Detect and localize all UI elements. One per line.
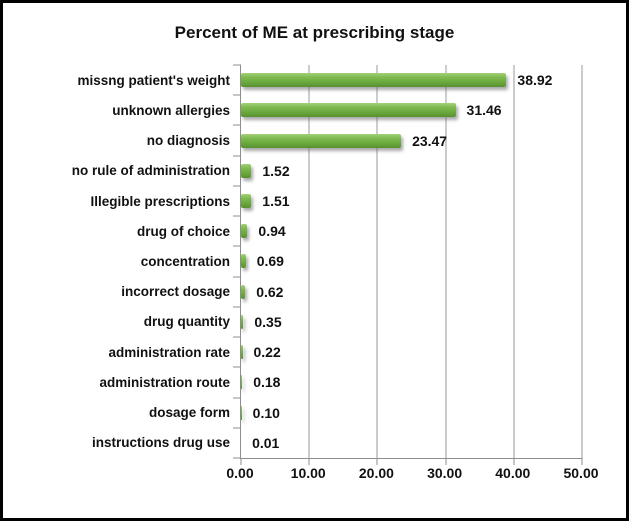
bar-row: 0.69 [241,246,582,276]
category-label: incorrect dosage [121,284,230,300]
bar-row: 1.51 [241,186,582,216]
x-axis-tick [581,458,583,465]
category-label: unknown allergies [112,102,230,118]
bar-value-label: 0.35 [254,313,282,330]
bar-value-label: 23.47 [412,132,448,149]
category-label: dosage form [148,405,230,421]
category-axis-tick [233,64,241,66]
category-label: no diagnosis [146,133,230,149]
category-axis-labels: missng patient's weight unknown allergies… [3,65,230,458]
bar-value-label: 1.52 [262,162,290,179]
category-axis-tick [233,185,241,187]
x-tick-label: 50.00 [563,465,599,481]
category-label: Illegible prescriptions [90,193,230,209]
gridline [513,65,515,458]
bar [241,194,252,209]
category-axis-tick [233,457,241,459]
category-label: concentration [140,253,230,269]
plot-area: 38.92 31.46 23.47 1.52 1.51 0.94 0.69 0.62 0.35 0… [233,64,583,465]
bar [241,133,402,148]
x-tick-label: 20.00 [358,465,394,481]
category-axis-tick [233,155,241,157]
x-axis-tick [308,458,310,465]
bar [241,224,248,239]
category-label: instructions drug use [91,435,230,451]
bar-value-label: 0.62 [256,283,284,300]
x-tick-label: 40.00 [495,465,531,481]
bar [241,375,243,390]
category-axis-tick [233,336,241,338]
bar-value-label: 38.92 [517,72,553,89]
category-axis-tick [233,427,241,429]
gridline [581,65,583,458]
bar [241,73,507,88]
bar-value-label: 0.69 [256,253,284,270]
bar-row: 23.47 [241,125,582,155]
x-axis-tick [513,458,515,465]
bar-row: 1.52 [241,156,582,186]
category-label: administration route [99,374,230,390]
category-label: drug of choice [136,223,230,239]
gridline [445,65,447,458]
x-axis-tick [445,458,447,465]
bar-row: 31.46 [241,95,582,125]
x-axis-tick [376,458,378,465]
bar [241,405,242,420]
x-tick-label: 30.00 [427,465,463,481]
bar-row: 38.92 [241,65,582,95]
bar [241,284,246,299]
x-tick-label: 10.00 [290,465,326,481]
gridline [376,65,378,458]
gridline [308,65,310,458]
category-axis-tick [233,94,241,96]
category-axis-tick [233,245,241,247]
bar-row: 0.18 [241,367,582,397]
category-axis-tick [233,397,241,399]
x-axis-tick [240,458,242,465]
bar-value-label: 0.01 [252,434,280,451]
category-label: drug quantity [143,314,230,330]
category-axis-tick [233,306,241,308]
category-axis-tick [233,366,241,368]
category-label: missng patient's weight [77,72,230,88]
bar [241,345,243,360]
bar-value-label: 1.51 [262,193,290,210]
bar-row: 0.94 [241,216,582,246]
category-axis-tick [233,276,241,278]
value-axis-labels: 0.00 10.00 20.00 30.00 40.00 50.00 [226,465,598,487]
chart-title: Percent of ME at prescribing stage [174,23,455,42]
bar-value-label: 0.94 [258,223,286,240]
x-tick-label: 0.00 [226,465,254,481]
bar-row: 0.10 [241,398,582,428]
bar [241,314,244,329]
bar-value-label: 0.10 [252,404,280,421]
bar-row: 0.01 [241,428,582,458]
bar-row: 0.62 [241,277,582,307]
bar [241,163,252,178]
bar-value-label: 31.46 [466,102,502,119]
category-axis-tick [233,215,241,217]
category-label: administration rate [108,344,230,360]
bar-value-label: 0.22 [253,344,281,361]
category-axis-tick [233,124,241,126]
bar-value-label: 0.18 [253,374,281,391]
bar-row: 0.35 [241,307,582,337]
bar-row: 0.22 [241,337,582,367]
category-label: no rule of administration [71,163,230,179]
bar [241,254,246,269]
bar [241,103,456,118]
